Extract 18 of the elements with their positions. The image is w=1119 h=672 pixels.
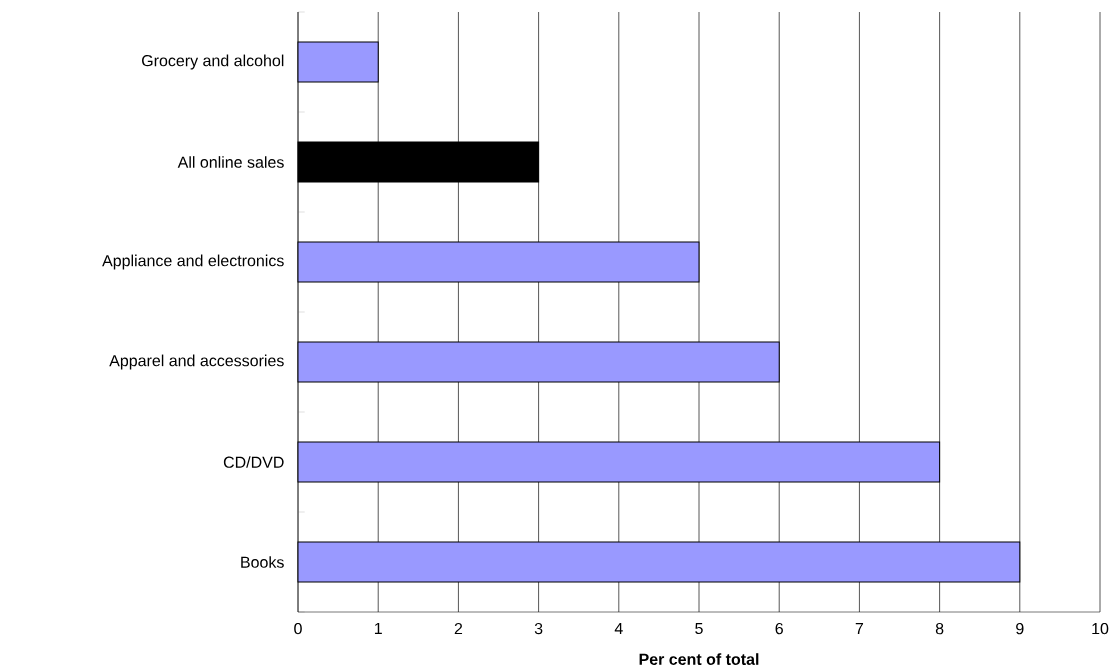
x-tick-label: 3: [534, 622, 543, 635]
y-tick-label: Grocery and alcohol: [142, 54, 284, 70]
x-tick-label: 8: [935, 622, 944, 635]
y-tick-label: All online sales: [177, 156, 284, 168]
x-tick-label: 9: [1016, 622, 1024, 635]
x-tick-label: 10: [1092, 622, 1109, 635]
x-tick-label: 5: [695, 622, 703, 635]
y-tick-label: Appliance and electronics: [102, 254, 284, 270]
x-tick-label: 4: [614, 622, 623, 634]
y-tick-label: Books: [241, 556, 284, 568]
x-axis-title: Per cent of total: [639, 653, 759, 665]
y-tick-label: CD/DVD: [223, 456, 284, 468]
y-tick-label: Apparel and accessories: [109, 354, 284, 370]
x-tick-label: 6: [775, 622, 783, 635]
x-tick-label: 1: [374, 622, 382, 634]
x-tick-label: 7: [855, 622, 864, 634]
x-tick-label: 2: [454, 622, 463, 635]
x-tick-label: 0: [294, 622, 302, 635]
